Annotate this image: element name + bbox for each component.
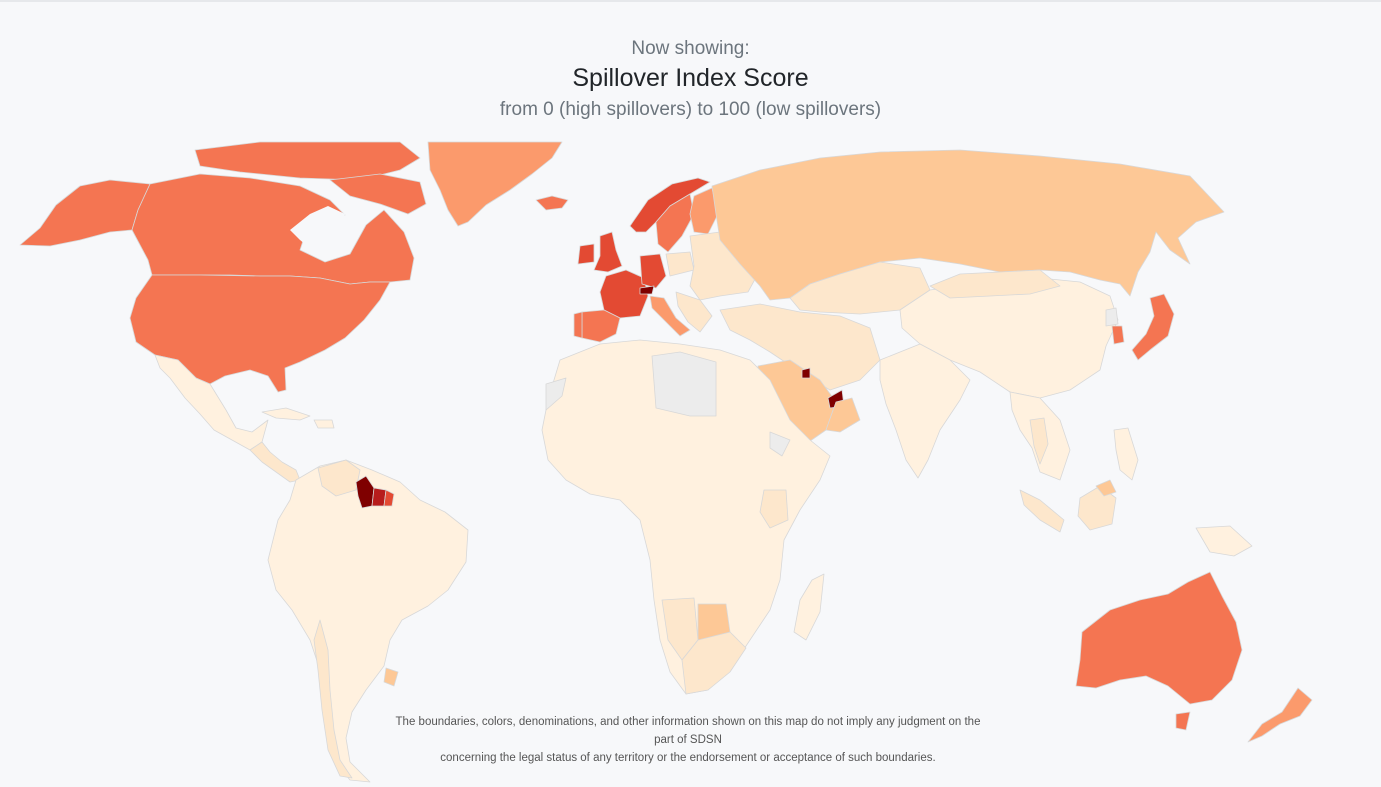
country-venezuela[interactable] bbox=[317, 459, 361, 497]
country-kuwait[interactable] bbox=[801, 367, 811, 379]
region-central-america[interactable] bbox=[249, 441, 301, 483]
country-north-korea[interactable] bbox=[1105, 307, 1119, 327]
country-portugal[interactable] bbox=[573, 311, 583, 339]
country-chile[interactable] bbox=[313, 619, 353, 779]
region-south-america[interactable] bbox=[267, 459, 469, 783]
world-map[interactable] bbox=[0, 140, 1381, 787]
disclaimer-line-1: The boundaries, colors, denominations, a… bbox=[395, 716, 981, 746]
country-japan[interactable] bbox=[1131, 293, 1175, 361]
country-indonesia[interactable] bbox=[1019, 489, 1065, 533]
country-png[interactable] bbox=[1195, 525, 1253, 557]
country-hispaniola[interactable] bbox=[313, 419, 335, 429]
country-greenland[interactable] bbox=[427, 141, 563, 227]
map-disclaimer: The boundaries, colors, denominations, a… bbox=[388, 713, 988, 767]
country-india[interactable] bbox=[879, 343, 971, 479]
country-somalia[interactable] bbox=[769, 431, 791, 457]
indicator-title: Spillover Index Score bbox=[572, 64, 809, 92]
country-canada-baffin[interactable] bbox=[329, 173, 427, 215]
country-oman[interactable] bbox=[825, 397, 861, 433]
country-western-sahara[interactable] bbox=[545, 377, 567, 411]
country-thailand[interactable] bbox=[1029, 417, 1049, 465]
indicator-subtitle: from 0 (high spillovers) to 100 (low spi… bbox=[499, 99, 882, 120]
country-sweden[interactable] bbox=[655, 193, 695, 253]
country-poland[interactable] bbox=[665, 251, 695, 277]
country-canada-islands[interactable] bbox=[194, 141, 421, 181]
region-middle-east[interactable] bbox=[719, 303, 881, 391]
country-madagascar[interactable] bbox=[793, 573, 825, 641]
country-uruguay[interactable] bbox=[383, 667, 399, 687]
country-philippines[interactable] bbox=[1113, 427, 1139, 481]
map-header: Now showing: Spillover Index Score from … bbox=[0, 36, 1381, 125]
disclaimer-line-2: concerning the legal status of any terri… bbox=[440, 752, 936, 764]
country-uk[interactable] bbox=[593, 231, 623, 273]
country-cuba[interactable] bbox=[261, 407, 311, 421]
country-canada[interactable] bbox=[131, 173, 415, 285]
country-spain[interactable] bbox=[581, 309, 621, 343]
country-ireland[interactable] bbox=[577, 243, 595, 265]
country-libya[interactable] bbox=[651, 351, 717, 417]
country-mongolia[interactable] bbox=[929, 269, 1061, 299]
country-usa-alaska[interactable] bbox=[19, 179, 151, 247]
country-russia[interactable] bbox=[711, 149, 1225, 301]
country-south-africa[interactable] bbox=[681, 631, 747, 695]
country-iceland[interactable] bbox=[535, 195, 569, 211]
country-kenya[interactable] bbox=[759, 489, 789, 529]
country-french-guiana[interactable] bbox=[383, 489, 395, 507]
country-suriname[interactable] bbox=[371, 487, 387, 507]
country-australia[interactable] bbox=[1075, 571, 1243, 705]
country-switzerland[interactable] bbox=[639, 285, 655, 295]
region-balkans[interactable] bbox=[675, 291, 713, 333]
country-germany[interactable] bbox=[639, 253, 667, 289]
country-new-zealand[interactable] bbox=[1247, 687, 1313, 743]
top-border bbox=[0, 0, 1381, 2]
region-africa[interactable] bbox=[541, 339, 831, 695]
country-france[interactable] bbox=[599, 269, 649, 319]
country-south-korea[interactable] bbox=[1111, 325, 1125, 345]
hudson-bay bbox=[290, 206, 345, 248]
country-malaysia[interactable] bbox=[1095, 479, 1117, 497]
country-italy[interactable] bbox=[649, 295, 691, 337]
country-australia-tasmania[interactable] bbox=[1175, 711, 1191, 731]
now-showing-label: Now showing: bbox=[631, 38, 750, 59]
